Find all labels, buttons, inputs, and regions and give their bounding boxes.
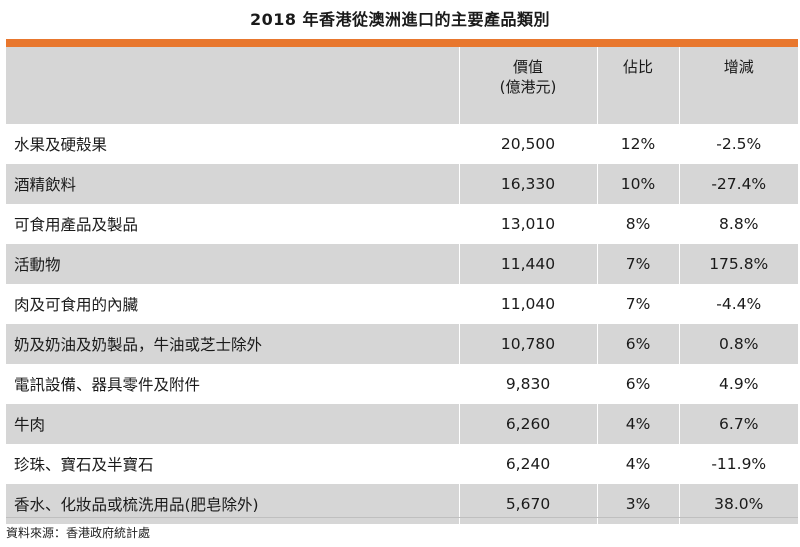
header-change: 增減 [678, 47, 798, 124]
cell-product: 牛肉 [6, 404, 459, 444]
header-value-line1: 價值 [512, 58, 543, 76]
table-row: 電訊設備、器具零件及附件 9,830 6% 4.9% [6, 364, 798, 404]
cell-product: 可食用產品及製品 [14, 216, 139, 234]
table-row: 珍珠、寶石及半寶石 6,240 4% -11.9% [6, 444, 798, 484]
cell-share: 10% [596, 164, 679, 204]
cell-change: 6.7% [678, 404, 798, 444]
table-body: 水果及硬殼果 20,500 12% -2.5% 酒精飲料 16,330 10% … [6, 124, 798, 524]
cell-share: 8% [596, 204, 679, 244]
cell-change: 0.8% [678, 324, 798, 364]
cell-change: -2.5% [678, 124, 798, 164]
cell-share: 12% [596, 124, 679, 164]
page-title: 2018 年香港從澳洲進口的主要產品類別 [249, 10, 551, 29]
cell-product: 電訊設備、器具零件及附件 [14, 376, 201, 394]
table-row: 水果及硬殼果 20,500 12% -2.5% [6, 124, 798, 164]
cell-product: 香水、化妝品或梳洗用品(肥皂除外) [6, 484, 459, 524]
table-row: 肉及可食用的內臟 11,040 7% -4.4% [6, 284, 798, 324]
header-product [6, 47, 459, 124]
cell-share: 4% [596, 444, 679, 484]
cell-share: 7% [596, 284, 679, 324]
header-share: 佔比 [596, 47, 679, 124]
cell-product: 肉及可食用的內臟 [14, 296, 139, 314]
cell-share: 6% [596, 364, 679, 404]
cell-value: 5,670 [458, 484, 597, 524]
table-row: 奶及奶油及奶製品，牛油或芝士除外 10,780 6% 0.8% [6, 324, 798, 364]
header-value-line2: (億港元) [499, 78, 557, 96]
cell-value: 6,260 [458, 404, 597, 444]
cell-change: 38.0% [678, 484, 798, 524]
cell-product: 珍珠、寶石及半寶石 [14, 456, 154, 474]
cell-share: 3% [596, 484, 679, 524]
cell-product: 奶及奶油及奶製品，牛油或芝士除外 [6, 324, 459, 364]
cell-share: 7% [596, 244, 679, 284]
cell-change: -11.9% [678, 444, 798, 484]
cell-value: 11,440 [458, 244, 597, 284]
table-row: 活動物 11,440 7% 175.8% [6, 244, 798, 284]
cell-product: 活動物 [6, 244, 459, 284]
table-bottom-rule [6, 517, 798, 518]
header-value: 價值 (億港元) [458, 47, 597, 124]
cell-change: 8.8% [678, 204, 798, 244]
cell-value: 16,330 [458, 164, 597, 204]
table-row: 牛肉 6,260 4% 6.7% [6, 404, 798, 444]
cell-value: 6,240 [458, 444, 597, 484]
cell-change: 175.8% [678, 244, 798, 284]
table-row: 可食用產品及製品 13,010 8% 8.8% [6, 204, 798, 244]
source-note: 資料來源：香港政府統計處 [6, 526, 151, 540]
cell-share: 4% [596, 404, 679, 444]
imports-table: 價值 (億港元) 佔比 增減 水果及硬殼果 20,500 12% -2.5% 酒… [6, 47, 798, 524]
cell-value: 20,500 [458, 124, 597, 164]
cell-product: 酒精飲料 [6, 164, 459, 204]
table-row: 酒精飲料 16,330 10% -27.4% [6, 164, 798, 204]
cell-share: 6% [596, 324, 679, 364]
cell-value: 13,010 [458, 204, 597, 244]
cell-product: 水果及硬殼果 [14, 136, 108, 154]
cell-value: 10,780 [458, 324, 597, 364]
accent-bar [6, 39, 798, 47]
cell-value: 11,040 [458, 284, 597, 324]
cell-change: 4.9% [678, 364, 798, 404]
table-header: 價值 (億港元) 佔比 增減 [6, 47, 798, 124]
table-row: 香水、化妝品或梳洗用品(肥皂除外) 5,670 3% 38.0% [6, 484, 798, 524]
cell-change: -4.4% [678, 284, 798, 324]
cell-value: 9,830 [458, 364, 597, 404]
cell-change: -27.4% [678, 164, 798, 204]
